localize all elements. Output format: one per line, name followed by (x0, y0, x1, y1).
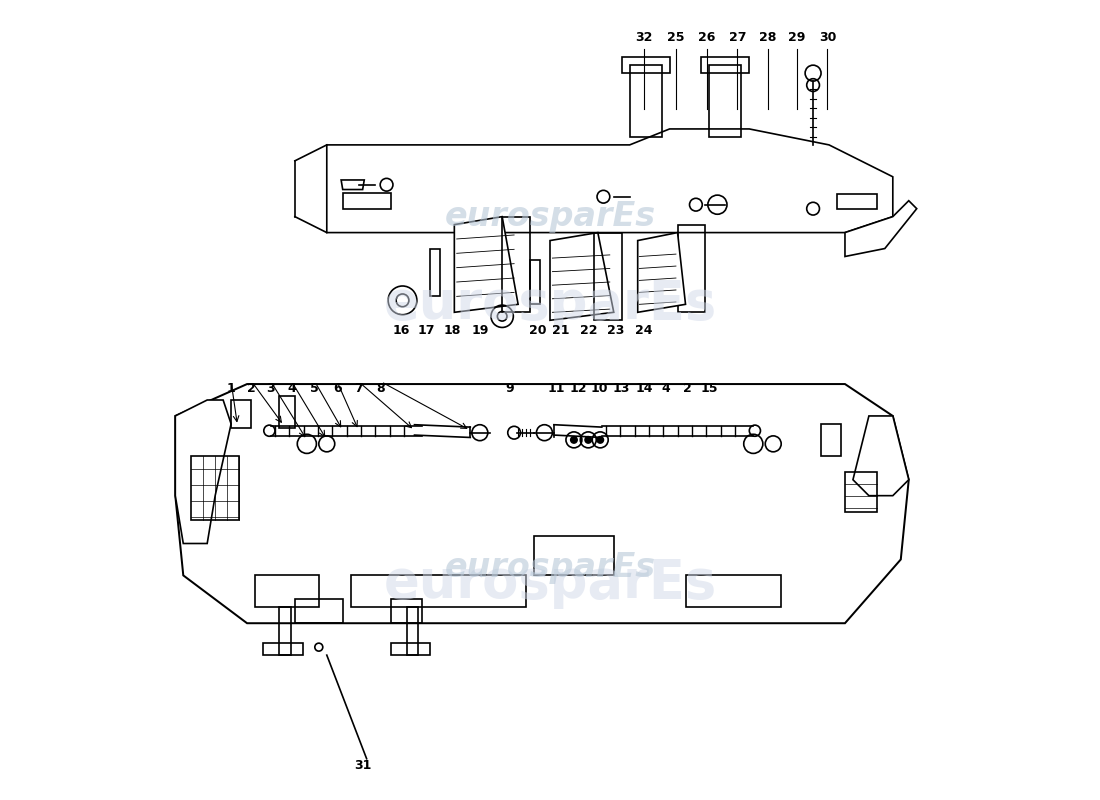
Text: 17: 17 (418, 324, 436, 337)
Text: 14: 14 (636, 382, 652, 394)
Text: 25: 25 (668, 30, 684, 44)
Text: 5: 5 (310, 382, 319, 394)
Polygon shape (341, 180, 364, 190)
Bar (629, 65, 661, 137)
Text: 28: 28 (759, 30, 777, 44)
Text: eurosparEs: eurosparEs (444, 200, 656, 233)
Circle shape (597, 437, 604, 443)
Text: 15: 15 (701, 382, 718, 394)
Text: eurosparEs: eurosparEs (384, 278, 716, 330)
Bar (503, 217, 530, 312)
Polygon shape (175, 384, 909, 623)
Bar (702, 57, 749, 73)
Text: 26: 26 (698, 30, 716, 44)
Polygon shape (852, 416, 909, 496)
Text: 22: 22 (580, 324, 597, 337)
Text: 4: 4 (287, 382, 296, 394)
Text: 32: 32 (636, 30, 652, 44)
Text: 13: 13 (613, 382, 630, 394)
Bar (279, 607, 290, 655)
Bar (255, 575, 319, 607)
Text: 21: 21 (551, 324, 569, 337)
Text: 2: 2 (683, 382, 692, 394)
Bar (295, 599, 343, 623)
Text: 2: 2 (248, 382, 256, 394)
Circle shape (571, 437, 578, 443)
Text: 8: 8 (376, 382, 385, 394)
Text: 18: 18 (444, 324, 461, 337)
Bar (837, 194, 877, 209)
Bar (845, 472, 877, 512)
Bar (594, 233, 621, 320)
Bar (621, 57, 670, 73)
Text: 27: 27 (728, 30, 746, 44)
Polygon shape (327, 129, 893, 233)
Bar (430, 249, 440, 296)
Text: 23: 23 (607, 324, 625, 337)
Text: 12: 12 (569, 382, 586, 394)
Polygon shape (550, 233, 614, 320)
Bar (535, 535, 614, 575)
Bar (351, 575, 526, 607)
Text: eurosparEs: eurosparEs (384, 558, 716, 610)
Text: 29: 29 (789, 30, 806, 44)
Bar (279, 396, 295, 428)
Text: 4: 4 (661, 382, 670, 394)
Text: 11: 11 (548, 382, 565, 394)
Text: eurosparEs: eurosparEs (444, 551, 656, 584)
Bar (710, 65, 741, 137)
Text: 19: 19 (472, 324, 490, 337)
Bar (678, 225, 705, 312)
Bar (343, 193, 390, 209)
Text: 10: 10 (591, 382, 608, 394)
Bar (191, 456, 239, 519)
Text: 31: 31 (354, 758, 372, 772)
Bar (390, 643, 430, 655)
Text: 3: 3 (266, 382, 275, 394)
Polygon shape (454, 217, 518, 312)
Bar (530, 261, 540, 304)
Text: 30: 30 (818, 30, 836, 44)
Bar (231, 400, 251, 428)
Text: 6: 6 (333, 382, 341, 394)
Text: 9: 9 (506, 382, 515, 394)
Bar (407, 607, 418, 655)
Bar (263, 643, 302, 655)
Text: 1: 1 (227, 382, 235, 394)
Text: 16: 16 (393, 324, 410, 337)
Text: 24: 24 (636, 324, 652, 337)
Polygon shape (845, 201, 916, 257)
Bar (390, 599, 422, 623)
Bar (685, 575, 781, 607)
Bar (821, 424, 842, 456)
Circle shape (585, 437, 592, 443)
Polygon shape (175, 400, 231, 543)
Text: 7: 7 (354, 382, 363, 394)
Text: 20: 20 (529, 324, 547, 337)
Polygon shape (638, 233, 685, 312)
